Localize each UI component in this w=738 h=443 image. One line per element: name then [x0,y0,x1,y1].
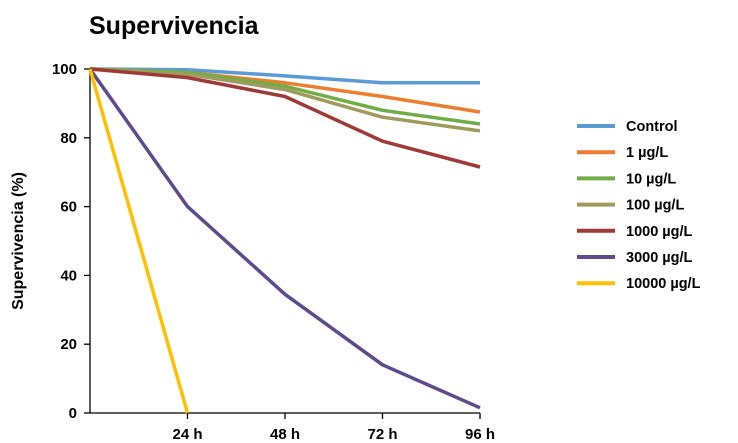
legend-label: 1 µg/L [626,145,668,161]
series-lines [88,67,481,414]
legend-label: 10000 µg/L [626,276,701,292]
series-line [89,67,481,169]
chart-title: Supervivencia [89,12,260,40]
series-line [89,67,480,85]
y-axis-label-group: Supervivencia (%) [10,172,27,310]
series-line [88,68,190,414]
legend-label: 100 µg/L [626,198,684,214]
legend-label: Control [626,119,678,135]
legend: Control 1 µg/L 10 µg/L 100 µg/L 1000 µg/L 300… [577,119,701,292]
x-tick-label: 72 h [367,426,397,443]
y-tick-label: 60 [60,199,77,216]
axes [89,69,480,414]
y-tick-label: 100 [52,61,77,78]
x-tick-label: 96 h [465,426,495,443]
legend-label: 1000 µg/L [626,224,693,240]
y-axis-label: Supervivencia (%) [10,172,27,310]
series-line [89,67,481,133]
y-tick-label: 20 [60,336,77,353]
x-tick-label: 24 h [172,426,202,443]
x-tick-label: 48 h [270,426,300,443]
x-ticks: 24 h 48 h 72 h 96 h [172,413,495,443]
y-tick-label: 40 [60,267,77,284]
legend-label: 10 µg/L [626,171,676,187]
y-ticks: 0 20 40 60 80 100 [52,61,90,422]
y-tick-label: 80 [60,130,77,147]
y-tick-label: 0 [69,405,77,422]
legend-label: 3000 µg/L [626,250,693,266]
series-line [88,67,481,410]
